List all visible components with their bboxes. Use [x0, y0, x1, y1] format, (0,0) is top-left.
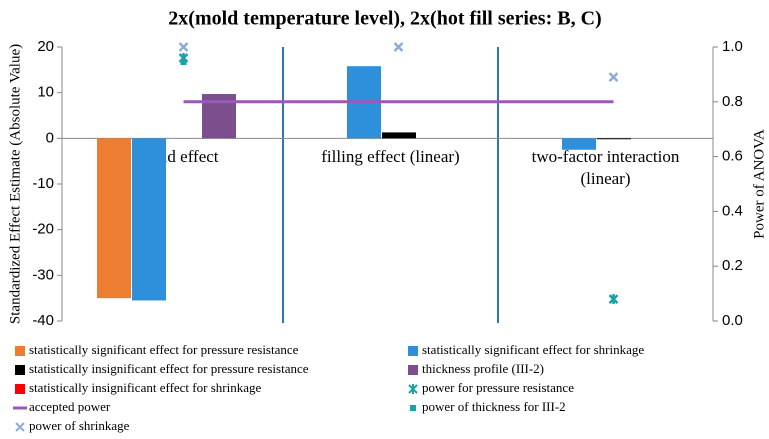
- y-tick-label: 10: [37, 84, 54, 101]
- chart-title: 2x(mold temperature level), 2x(hot fill …: [168, 8, 601, 30]
- point: [180, 59, 187, 66]
- y-tick-label: 20: [37, 38, 54, 55]
- legend-label: power of thickness for III-2: [422, 399, 566, 414]
- point: [608, 294, 619, 305]
- category-label-box: filling effect (linear): [321, 147, 460, 167]
- legend-label: accepted power: [29, 399, 111, 414]
- legend-swatch: [410, 405, 416, 411]
- legend-swatch: [15, 365, 25, 375]
- bar: [382, 132, 416, 139]
- category-label-box: two-factor interaction (linear): [531, 147, 680, 189]
- point: [393, 42, 404, 52]
- legend-label: power for pressure resistance: [422, 380, 574, 395]
- y2-tick-label: 0.8: [722, 93, 743, 110]
- legend-label: statistically insignificant effect for s…: [29, 380, 261, 395]
- legend-swatch: [15, 422, 25, 432]
- legend-swatch: [408, 365, 418, 375]
- bar: [597, 138, 631, 140]
- y-tick-label: -20: [32, 221, 54, 238]
- y-tick-label: 0: [46, 129, 54, 146]
- y2-tick-label: 0.4: [722, 202, 743, 219]
- y2-tick-label: 0.6: [722, 148, 743, 165]
- y-tick-label: -40: [32, 312, 54, 329]
- bar: [132, 138, 166, 301]
- legend-label: statistically significant effect for pre…: [29, 342, 299, 357]
- legend-label: power of shrinkage: [29, 418, 130, 433]
- y-axis-label: Standardized Effect Estimate (Absolute V…: [7, 44, 23, 324]
- y-tick-label: -30: [32, 266, 54, 283]
- legend-label: thickness profile (III-2): [422, 361, 544, 376]
- y-tick-label: -10: [32, 175, 54, 192]
- point: [178, 42, 189, 52]
- category-label: two-factor interaction (linear): [531, 147, 680, 189]
- legend-swatch: [408, 346, 418, 356]
- legend-swatch: [408, 384, 418, 394]
- bar: [562, 138, 596, 150]
- legend-label: statistically significant effect for shr…: [422, 342, 644, 357]
- y2-tick-label: 0.0: [722, 312, 743, 329]
- y2-axis-label: Power of ANOVA: [751, 129, 767, 239]
- bar: [97, 138, 131, 299]
- y2-tick-label: 1.0: [722, 38, 743, 55]
- legend-label: statistically insignificant effect for p…: [29, 361, 309, 376]
- legend-swatch: [15, 346, 25, 356]
- point: [608, 72, 619, 83]
- y2-tick-label: 0.2: [722, 257, 743, 274]
- legend-swatch: [15, 384, 25, 394]
- category-label: filling effect (linear): [321, 147, 460, 167]
